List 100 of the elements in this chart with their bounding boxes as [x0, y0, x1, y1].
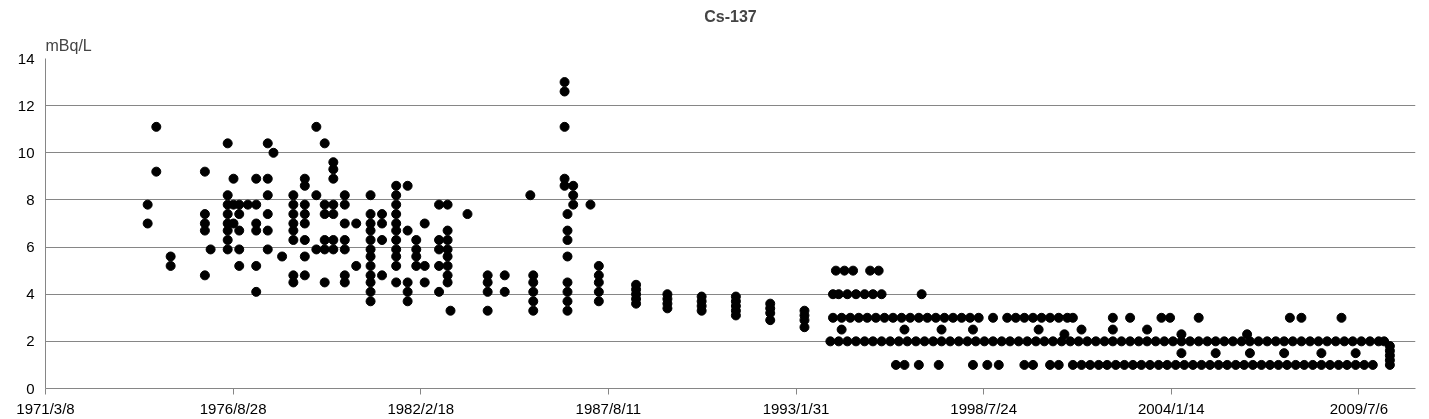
point — [1102, 359, 1113, 370]
point — [1067, 359, 1078, 370]
point — [1176, 348, 1187, 359]
point — [1110, 359, 1121, 370]
point — [1239, 359, 1250, 370]
point — [1125, 312, 1136, 323]
point — [1019, 359, 1030, 370]
point — [1145, 359, 1155, 370]
point — [913, 359, 924, 370]
point — [1028, 359, 1039, 370]
point — [1107, 324, 1118, 335]
point — [1165, 312, 1176, 323]
point — [1299, 359, 1310, 370]
y-tick-label: 8 — [26, 190, 35, 208]
point — [1333, 359, 1344, 370]
point — [873, 265, 884, 276]
point — [830, 265, 841, 276]
point — [842, 289, 853, 300]
point — [916, 289, 927, 300]
point — [1325, 359, 1336, 370]
point — [913, 312, 924, 323]
point — [1142, 324, 1153, 335]
point — [1256, 359, 1267, 370]
point — [939, 312, 950, 323]
point — [1036, 312, 1047, 323]
point — [948, 312, 959, 323]
point — [1119, 359, 1130, 370]
x-tick-label: 1987/8/11 — [575, 399, 642, 417]
point — [1059, 329, 1070, 340]
x-tick-label: 1998/7/24 — [950, 399, 1018, 417]
y-tick-label: 4 — [26, 285, 35, 303]
y-tick-label: 2 — [26, 332, 35, 350]
point — [870, 312, 881, 323]
point — [922, 312, 933, 323]
point — [1316, 359, 1327, 370]
point — [853, 312, 864, 323]
point — [1053, 312, 1064, 323]
point — [890, 359, 901, 370]
point — [1162, 359, 1173, 370]
x-tick-label: 1976/8/28 — [199, 399, 267, 417]
point — [1136, 359, 1147, 370]
point — [865, 265, 876, 276]
point — [1336, 312, 1347, 323]
point — [967, 359, 978, 370]
point — [850, 289, 861, 300]
point — [1028, 312, 1039, 323]
point — [1264, 359, 1275, 370]
point — [1316, 348, 1327, 359]
point — [1244, 348, 1255, 359]
point — [1156, 312, 1167, 323]
point — [930, 312, 941, 323]
point — [876, 289, 887, 300]
point — [982, 359, 993, 370]
point — [905, 312, 916, 323]
point — [1296, 312, 1307, 323]
x-tick-label: 1971/3/8 — [16, 399, 75, 417]
point — [1093, 359, 1104, 370]
point — [988, 312, 999, 323]
point — [1342, 359, 1353, 370]
point — [965, 312, 976, 323]
point — [1247, 359, 1258, 370]
point — [845, 312, 856, 323]
point — [956, 312, 967, 323]
point — [1213, 359, 1224, 370]
y-tick-label: 6 — [26, 238, 35, 256]
y-tick-label: 14 — [17, 49, 35, 67]
point — [1002, 312, 1013, 323]
point — [933, 359, 944, 370]
point — [1284, 312, 1295, 323]
point — [1350, 348, 1361, 359]
point — [973, 312, 984, 323]
point — [1196, 359, 1207, 370]
point — [836, 324, 847, 335]
x-tick-label: 1982/2/18 — [387, 399, 455, 417]
point — [1350, 359, 1361, 370]
point — [967, 324, 978, 335]
point — [1193, 312, 1204, 323]
point — [827, 312, 838, 323]
point — [836, 312, 847, 323]
point — [1307, 359, 1318, 370]
point — [1010, 312, 1021, 323]
point — [1053, 359, 1064, 370]
point — [1076, 359, 1087, 370]
point — [1179, 359, 1190, 370]
point — [1222, 359, 1233, 370]
chart-title: Cs-137 — [704, 7, 757, 25]
point — [1170, 359, 1181, 370]
point — [1045, 359, 1056, 370]
point — [839, 265, 850, 276]
y-tick-label: 0 — [26, 379, 35, 397]
point — [1153, 359, 1164, 370]
point — [1204, 359, 1215, 370]
point — [862, 312, 873, 323]
point — [1367, 359, 1378, 370]
point — [1076, 324, 1087, 335]
point — [1230, 359, 1241, 370]
point — [899, 359, 910, 370]
x-tick-label: 1993/1/31 — [762, 399, 830, 417]
point — [936, 324, 947, 335]
point — [1107, 312, 1118, 323]
